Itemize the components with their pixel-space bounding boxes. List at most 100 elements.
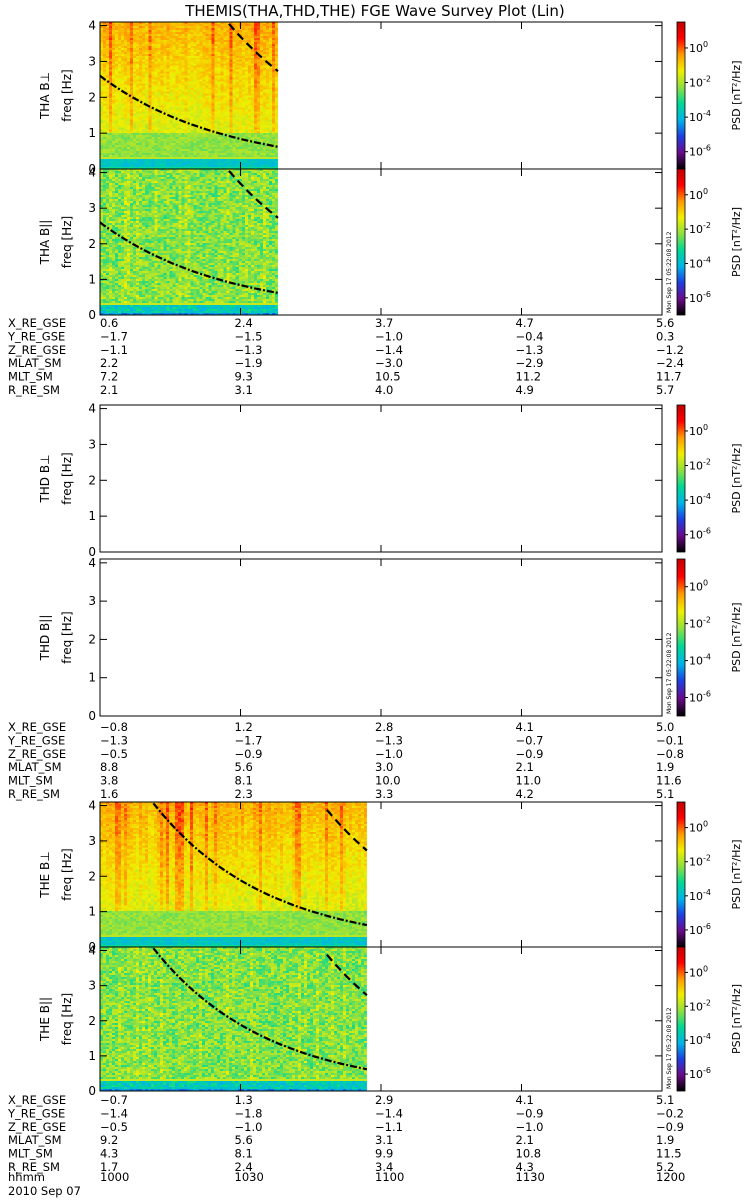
y-tick-label: 1 bbox=[88, 509, 96, 523]
orbit-value: 2.4 bbox=[235, 316, 253, 330]
panel-frame bbox=[99, 404, 663, 553]
y-tick-label: 3 bbox=[88, 437, 96, 451]
y-tick-label: 0 bbox=[88, 162, 96, 176]
gyro-curve-harmonic bbox=[326, 809, 368, 852]
orbit-value: 5.0 bbox=[656, 720, 674, 734]
orbit-row-label: X_RE_GSE bbox=[8, 1093, 66, 1107]
orbit-value: 3.4 bbox=[375, 1160, 393, 1174]
panel-label: THE B⊥ bbox=[38, 851, 52, 898]
colorbar-tick-label: 10-2 bbox=[689, 221, 711, 236]
y-tick-label: 4 bbox=[88, 556, 96, 570]
orbit-value: 1.6 bbox=[100, 787, 118, 801]
y-tick-label: 1 bbox=[88, 126, 96, 140]
orbit-row-label: R_RE_SM bbox=[8, 787, 60, 801]
orbit-table-tha: X_RE_GSE 0.6 2.4 3.7 4.7 5.6Y_RE_GSE −1.7 −1.5−… bbox=[7, 316, 684, 397]
orbit-value: 2.1 bbox=[100, 383, 118, 397]
spectrogram-image bbox=[100, 802, 367, 947]
colorbar-tick-label: 10-4 bbox=[689, 109, 711, 124]
orbit-value: 3.7 bbox=[375, 316, 393, 330]
y-tick-label: 2 bbox=[88, 473, 96, 487]
timestamp-stamp: Mon Sep 17 05:22:08 2012 bbox=[666, 632, 673, 714]
orbit-value: −1.4 bbox=[375, 1106, 403, 1120]
orbit-value: 0.3 bbox=[656, 329, 674, 343]
orbit-value: 5.6 bbox=[235, 1133, 253, 1147]
orbit-value: −0.4 bbox=[516, 329, 544, 343]
colorbar-tick-label: 100 bbox=[689, 187, 708, 202]
spectrogram-image bbox=[100, 22, 278, 169]
orbit-value: 8.1 bbox=[235, 1147, 253, 1161]
orbit-table-the: X_RE_GSE −0.7 1.3 2.9 4.1 5.1 Y_RE_GSE −1.4 −1.8… bbox=[7, 1093, 684, 1174]
orbit-value: 3.0 bbox=[375, 760, 393, 774]
orbit-value: −1.7 bbox=[100, 329, 128, 343]
orbit-value: −1.0 bbox=[375, 329, 403, 343]
orbit-value: −1.3 bbox=[516, 343, 544, 357]
orbit-value: −0.7 bbox=[516, 733, 544, 747]
orbit-value: −0.5 bbox=[100, 1120, 128, 1134]
orbit-value: −0.2 bbox=[656, 1106, 684, 1120]
colorbar-tick-label: 10-4 bbox=[689, 1032, 711, 1047]
y-tick-label: 2 bbox=[88, 90, 96, 104]
orbit-value: 9.3 bbox=[235, 370, 253, 384]
orbit-value: −1.1 bbox=[100, 343, 128, 357]
orbit-value: 4.3 bbox=[100, 1147, 118, 1161]
y-axis-label: freq [Hz] bbox=[60, 611, 74, 663]
orbit-value: 3.1 bbox=[235, 383, 253, 397]
orbit-value: −1.3 bbox=[100, 733, 128, 747]
orbit-value: −1.3 bbox=[235, 343, 263, 357]
figure-title: THEMIS(THA,THD,THE) FGE Wave Survey Plot… bbox=[184, 2, 565, 20]
gyro-curve-harmonic bbox=[228, 170, 279, 219]
y-tick-label: 1 bbox=[88, 905, 96, 919]
orbit-row-label: MLAT_SM bbox=[8, 1133, 62, 1147]
orbit-row-label: Z_RE_GSE bbox=[8, 747, 66, 761]
spectrogram-panel-the-perp: 0 1 2 3 4 THE B⊥ freq [Hz] 10-6 10-4 10-2 100 PSD [… bbox=[38, 799, 743, 954]
orbit-value: 1.9 bbox=[656, 1133, 674, 1147]
orbit-value: −1.4 bbox=[100, 1106, 128, 1120]
colorbar-tick-label: 10-2 bbox=[689, 854, 711, 869]
spectrogram-image bbox=[100, 169, 278, 315]
orbit-value: 0.6 bbox=[100, 316, 118, 330]
orbit-value: −0.8 bbox=[100, 720, 128, 734]
colorbar-tick-label: 10-6 bbox=[689, 922, 711, 937]
y-tick-label: 2 bbox=[88, 869, 96, 883]
orbit-value: −2.9 bbox=[516, 356, 544, 370]
orbit-value: 2.1 bbox=[516, 760, 534, 774]
orbit-value: −0.9 bbox=[656, 1120, 684, 1134]
time-tick-label: 1000 bbox=[100, 1170, 129, 1184]
orbit-value: 10.0 bbox=[375, 774, 401, 788]
colorbar-label: PSD [nT²/Hz] bbox=[730, 443, 743, 513]
colorbar-tick-label: 10-4 bbox=[689, 888, 711, 903]
orbit-value: 3.8 bbox=[100, 774, 118, 788]
colorbar-tick-label: 10-4 bbox=[689, 653, 711, 668]
orbit-value: 1.3 bbox=[235, 1093, 253, 1107]
orbit-row-label: MLAT_SM bbox=[8, 356, 62, 370]
orbit-tables: X_RE_GSE 0.6 2.4 3.7 4.7 5.6Y_RE_GSE −1.7 −1.5−… bbox=[7, 316, 685, 1184]
panel-label: THD B⊥ bbox=[38, 454, 52, 503]
orbit-value: 4.2 bbox=[516, 787, 534, 801]
colorbar bbox=[676, 168, 686, 316]
y-axis-label: freq [Hz] bbox=[60, 216, 74, 268]
colorbar-tick-label: 10-4 bbox=[689, 255, 711, 270]
orbit-row-label: Z_RE_GSE bbox=[8, 343, 66, 357]
orbit-value: −1.7 bbox=[235, 733, 263, 747]
orbit-value: −0.9 bbox=[235, 747, 263, 761]
orbit-value: 5.7 bbox=[656, 383, 674, 397]
panel-label: THE B|| bbox=[38, 997, 52, 1042]
gyro-curve bbox=[152, 802, 368, 927]
orbit-value: −1.0 bbox=[516, 1120, 544, 1134]
panel-label: THD B|| bbox=[38, 615, 52, 662]
panel-label: THA B⊥ bbox=[38, 72, 52, 120]
time-tick-label: 1130 bbox=[516, 1170, 545, 1184]
colorbar bbox=[676, 558, 686, 717]
timestamp-stamp: Mon Sep 17 05:22:08 2012 bbox=[666, 231, 673, 313]
orbit-value: 11.7 bbox=[656, 370, 682, 384]
colorbar-label: PSD [nT²/Hz] bbox=[730, 984, 743, 1054]
y-tick-label: 2 bbox=[88, 632, 96, 646]
spectrogram-panel-tha-perp: 0 1 2 3 4 THA B⊥ freq [Hz] 10-6 10-4 10-2 100 PSD [… bbox=[38, 19, 743, 176]
orbit-value: −1.2 bbox=[656, 343, 684, 357]
y-tick-label: 3 bbox=[88, 201, 96, 215]
y-tick-label: 3 bbox=[88, 54, 96, 68]
colorbar bbox=[676, 404, 686, 553]
orbit-value: 4.9 bbox=[516, 383, 534, 397]
gyro-curve bbox=[99, 74, 279, 148]
